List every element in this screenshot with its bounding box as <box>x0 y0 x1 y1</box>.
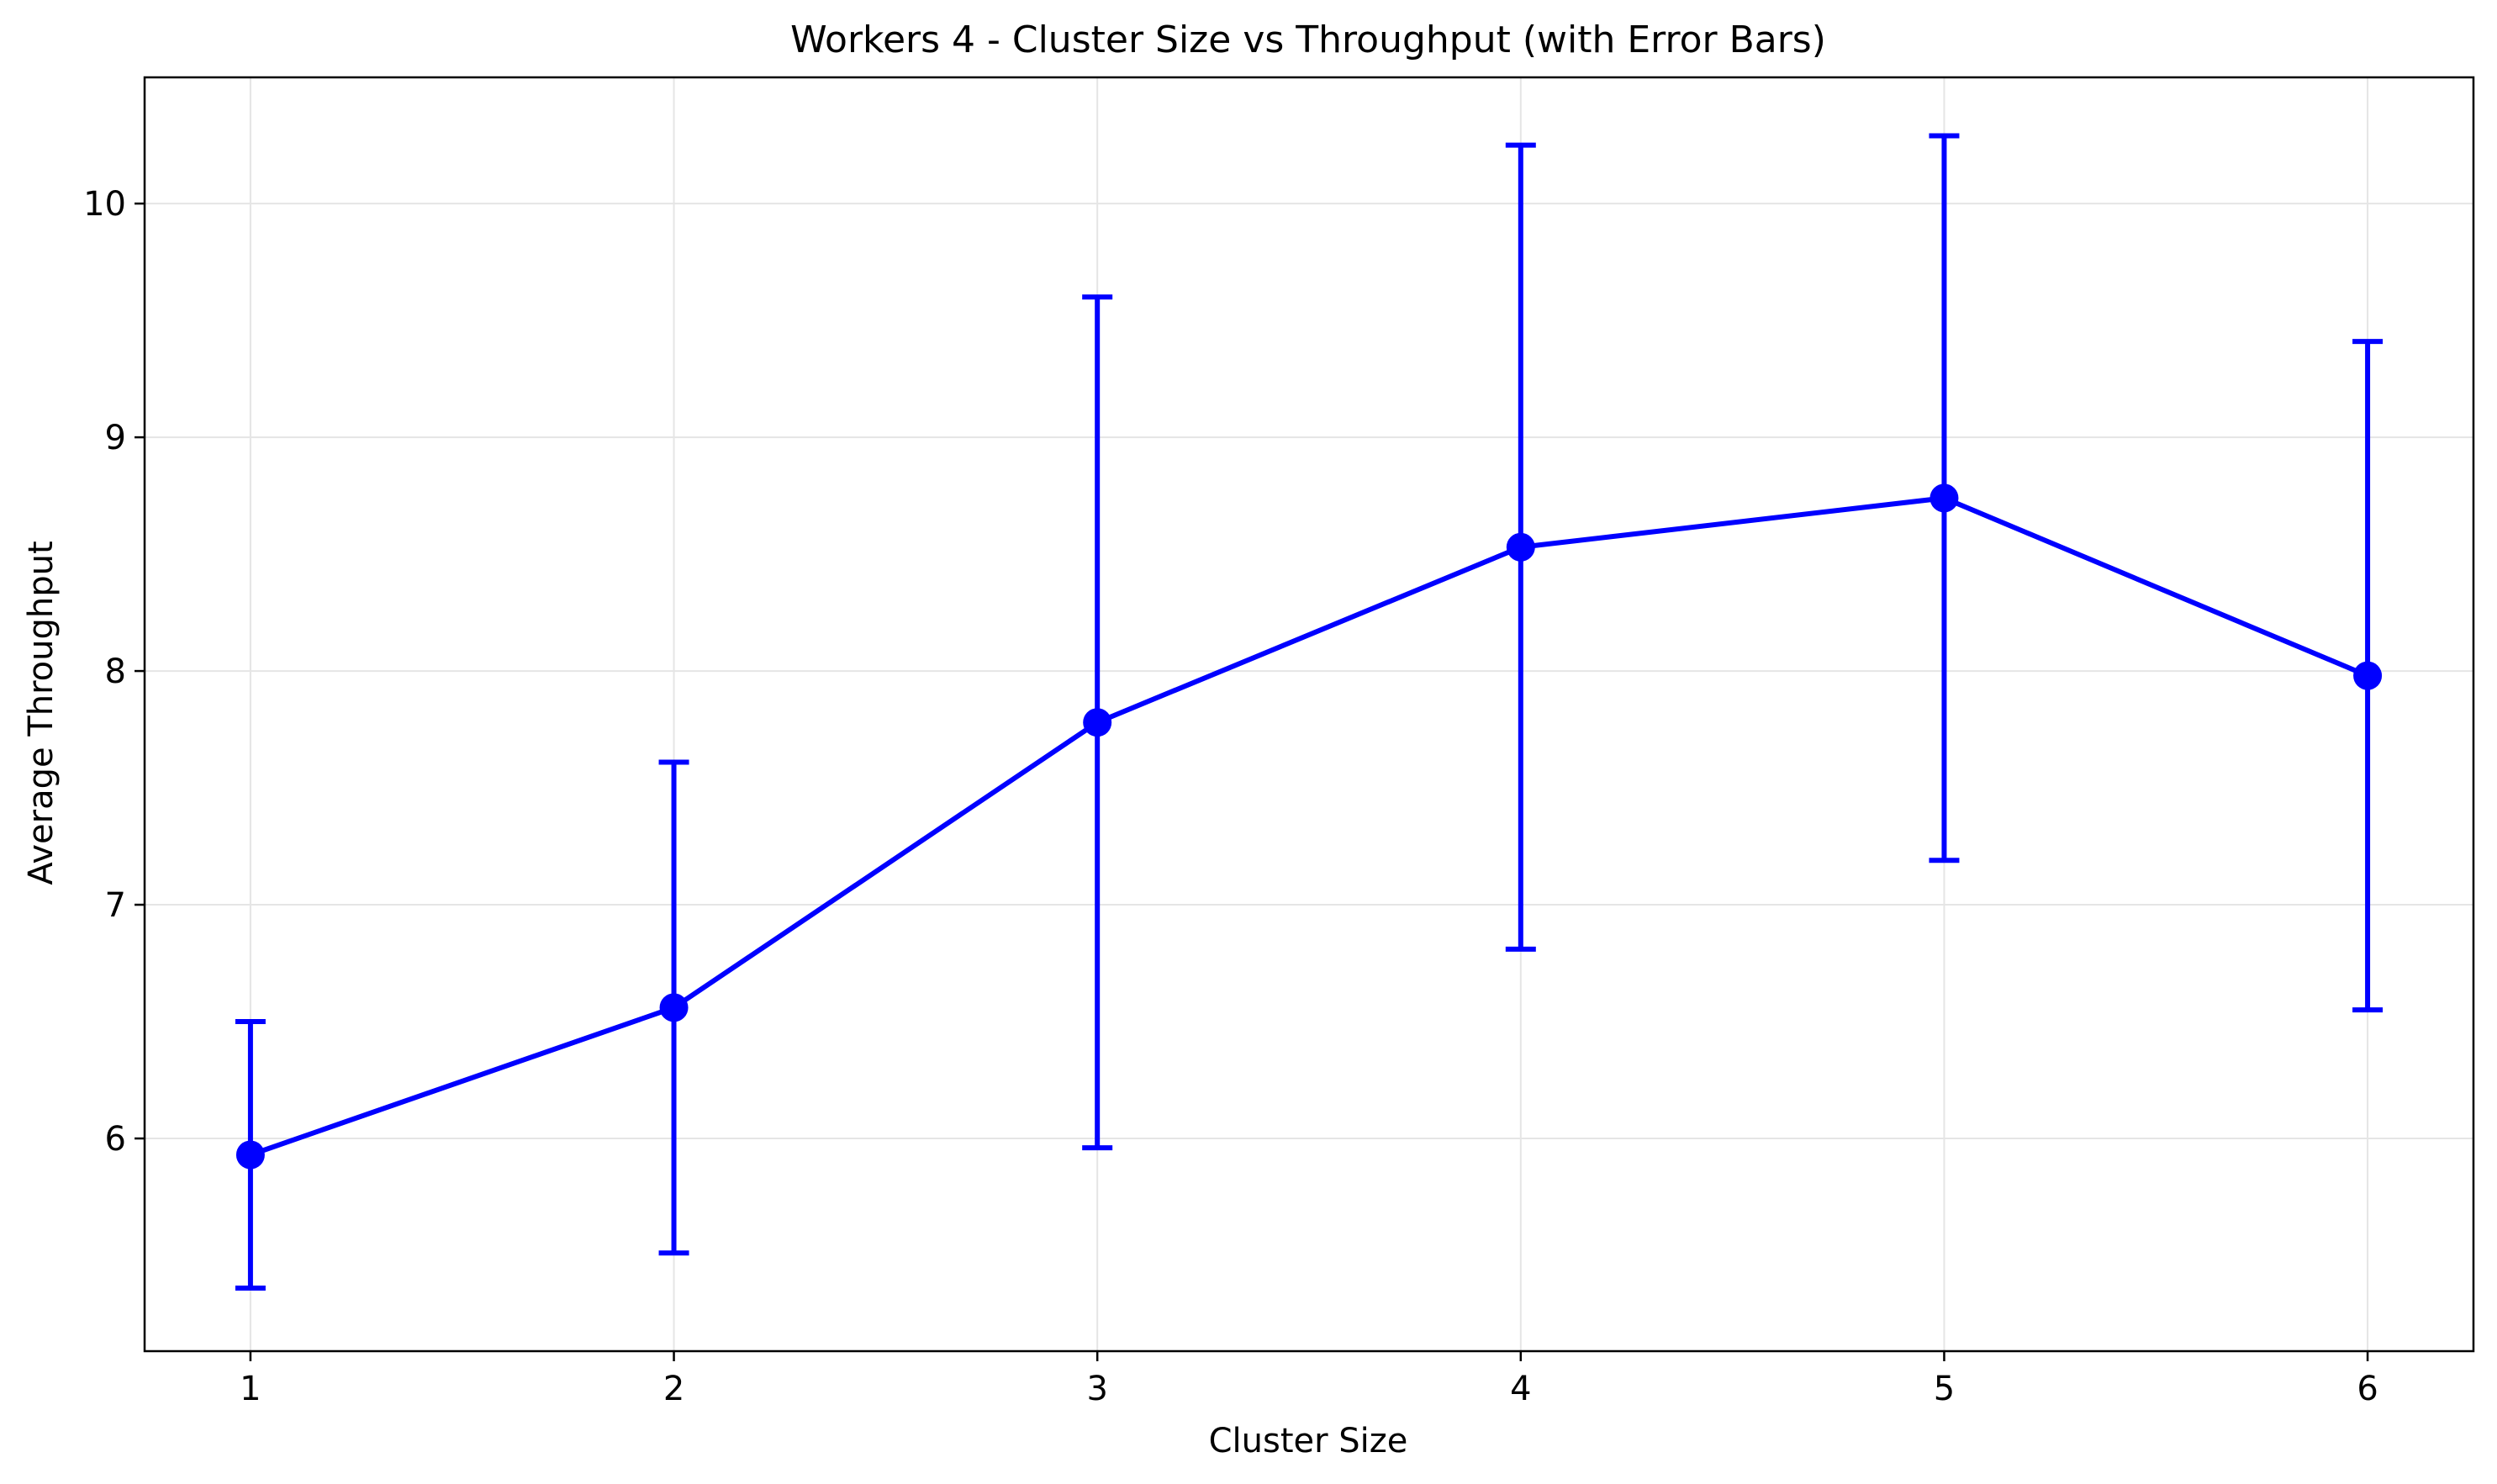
y-tick-label: 7 <box>105 886 126 925</box>
series-markers <box>235 483 2383 1170</box>
x-tick-label: 2 <box>663 1370 684 1408</box>
x-axis-ticks: 1 2 3 4 5 6 <box>240 1351 2378 1408</box>
x-tick-label: 6 <box>2357 1370 2378 1408</box>
data-point <box>659 993 689 1022</box>
x-tick-label: 3 <box>1086 1370 1107 1408</box>
x-tick-label: 4 <box>1510 1370 1531 1408</box>
y-tick-label: 8 <box>105 652 126 691</box>
data-point <box>235 1140 265 1170</box>
y-axis-label: Average Throughput <box>22 541 61 885</box>
data-point <box>1506 532 1535 562</box>
data-point <box>1083 708 1112 737</box>
data-point <box>2353 661 2383 690</box>
x-tick-label: 5 <box>1934 1370 1955 1408</box>
y-tick-label: 10 <box>83 185 126 224</box>
x-axis-label: Cluster Size <box>1209 1422 1408 1460</box>
plot-frame <box>143 76 2475 1353</box>
series-line <box>249 495 2369 1158</box>
x-tick-label: 1 <box>240 1370 261 1408</box>
data-point <box>1930 483 1959 513</box>
chart-title: Workers 4 - Cluster Size vs Throughput (… <box>790 18 1826 61</box>
y-axis-ticks: 6 7 8 9 10 <box>83 185 145 1159</box>
y-tick-label: 9 <box>105 419 126 457</box>
y-tick-label: 6 <box>105 1120 126 1159</box>
